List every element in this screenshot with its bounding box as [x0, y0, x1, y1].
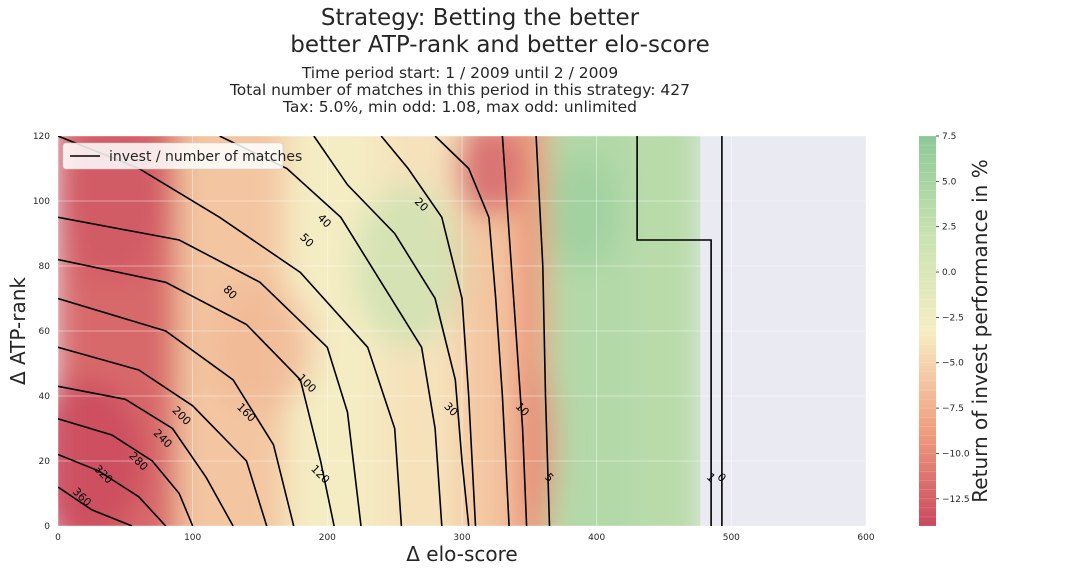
heat-blob — [455, 136, 523, 218]
contour-line — [58, 385, 234, 526]
contour-line — [58, 346, 268, 526]
contour-line — [434, 136, 510, 526]
colorbar-tick-label: −5.0 — [942, 359, 964, 369]
heat-blob — [545, 152, 621, 270]
heat-blob — [58, 379, 146, 526]
colorbar-tick-label: 5.0 — [942, 177, 957, 187]
y-tick-label: 80 — [39, 262, 51, 272]
y-tick-label: 120 — [33, 132, 50, 142]
contour-line — [58, 453, 167, 526]
colorbar-tick-label: −7.5 — [942, 404, 964, 414]
legend-label: invest / number of matches — [109, 149, 302, 165]
colorbar: 7.5 5.0 2.5 0.0 −2.5 −5.0 −7.5 −10.0 −12.5 — [919, 132, 970, 527]
contour-line — [58, 297, 295, 526]
colorbar-tick-label: 0.0 — [942, 268, 957, 278]
contour-line — [501, 136, 528, 526]
colorbar-label: Return of invest performance in % — [968, 159, 992, 502]
y-tick-label: 60 — [39, 327, 51, 337]
colorbar-tick-label: −12.5 — [942, 495, 970, 505]
contour-line — [58, 258, 335, 526]
colorbar-gradient — [919, 136, 936, 526]
colorbar-tick-label: −2.5 — [942, 313, 964, 323]
chart-title-line-2: better ATP-rank and better elo-score — [290, 32, 710, 58]
colorbar-tick-label: 7.5 — [942, 132, 956, 142]
y-axis-label: Δ ATP-rank — [6, 277, 30, 385]
colorbar-tick-label: −10.0 — [942, 449, 970, 459]
contour-line — [58, 486, 133, 526]
contour-line — [636, 136, 712, 526]
heat-blob — [206, 282, 314, 413]
contour-lines — [58, 136, 723, 526]
contour-line — [58, 216, 362, 526]
contour-line — [313, 136, 470, 526]
axis-ticks: 0 100 200 300 400 500 600 0 20 40 60 80 100 120 — [33, 132, 875, 543]
chart-subtitle-line-3: Tax: 5.0%, min odd: 1.08, max odd: unlim… — [282, 98, 637, 116]
colorbar-tick-label: 2.5 — [942, 223, 956, 233]
contour-line — [58, 418, 194, 526]
x-tick-label: 300 — [453, 533, 470, 543]
y-tick-label: 0 — [44, 522, 50, 532]
y-tick-label: 100 — [33, 197, 50, 207]
x-tick-label: 200 — [319, 533, 336, 543]
x-tick-label: 100 — [184, 533, 201, 543]
y-tick-label: 40 — [39, 392, 51, 402]
legend-box — [62, 142, 284, 170]
y-tick-label: 20 — [39, 457, 51, 467]
heat-blob — [515, 363, 557, 526]
chart-subtitle-line-1: Time period start: 1 / 2009 until 2 / 20… — [301, 64, 618, 82]
contour-line — [219, 136, 443, 526]
chart-title-line-1: Strategy: Betting the better — [321, 5, 640, 31]
x-tick-label: 500 — [723, 533, 740, 543]
contour-line — [535, 136, 551, 526]
x-tick-label: 400 — [588, 533, 605, 543]
x-tick-label: 0 — [55, 533, 61, 543]
x-tick-label: 600 — [857, 533, 874, 543]
legend: invest / number of matches — [62, 142, 302, 170]
chart-subtitle-line-2: Total number of matches in this period i… — [229, 81, 690, 99]
contour-line — [380, 136, 477, 526]
heat-blob — [58, 136, 166, 283]
x-axis-label: Δ elo-score — [406, 542, 517, 566]
